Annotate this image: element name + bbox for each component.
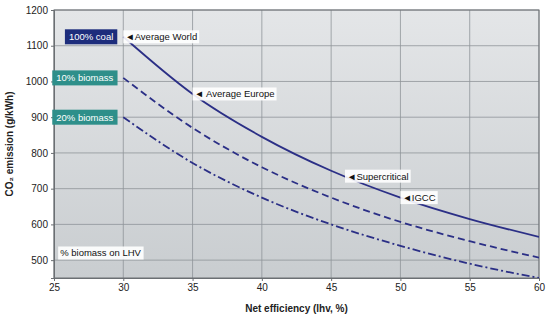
x-tick-mark (193, 278, 194, 281)
y-tick: 600 (31, 219, 54, 230)
y-tick-label: 800 (31, 148, 48, 159)
x-tick: 35 (188, 278, 200, 293)
annotation-text: ◄Supercritical (347, 171, 409, 182)
labels: 100% coal 10% biomass 20% biomass ◄Average … (52, 29, 437, 259)
x-tick: 55 (465, 278, 477, 293)
lines (123, 37, 539, 278)
chart: 25 30 35 40 45 50 55 60 500 600 700 800 900 1000 1100 1… (0, 0, 555, 320)
annotation-text: % biomass on LHV (60, 247, 141, 258)
series-line (123, 78, 539, 258)
annotation: ◄IGCC (400, 191, 437, 204)
y-tick: 900 (31, 112, 54, 123)
x-tick-mark (400, 278, 401, 281)
y-tick-mark (51, 153, 54, 154)
series-label: 10% biomass (52, 70, 117, 85)
series-line (123, 37, 539, 237)
x-tick: 30 (118, 278, 130, 293)
plot: 25 30 35 40 45 50 55 60 500 600 700 800 900 1000 1100 1… (26, 5, 546, 293)
series-label: 100% coal (65, 29, 117, 44)
grid-line (54, 152, 539, 153)
x-tick-label: 60 (534, 282, 546, 293)
x-tick-mark (539, 278, 540, 281)
annotation-text: ◄IGCC (402, 192, 435, 203)
y-tick: 500 (31, 255, 54, 266)
annotation-patch (123, 30, 199, 43)
plot-frame (54, 10, 539, 278)
x-tick: 40 (257, 278, 269, 293)
y-axis-title: CO₂ emission (g/kWh) (4, 91, 15, 196)
x-tick-mark (262, 278, 263, 281)
grid-line (54, 117, 539, 118)
annotation-patch (58, 246, 143, 259)
y-tick-label: 1100 (26, 40, 48, 51)
y-tick-label: 1200 (26, 5, 49, 16)
y-tick-mark (51, 46, 54, 47)
y-axis: 500 600 700 800 900 1000 1100 1200 (26, 5, 55, 279)
series-label: 20% biomass (52, 110, 117, 125)
y-tick-label: 600 (31, 219, 48, 230)
grid-line (123, 10, 124, 278)
y-tick-mark (51, 10, 54, 11)
x-axis: 25 30 35 40 45 50 55 60 (49, 278, 546, 293)
grid (54, 10, 539, 278)
x-tick: 25 (49, 278, 61, 293)
annotation: ◄Supercritical (345, 170, 411, 183)
y-tick: 1100 (26, 40, 54, 51)
x-tick: 45 (326, 278, 338, 293)
x-tick-label: 55 (465, 282, 477, 293)
annotation: % biomass on LHV (58, 246, 143, 259)
y-tick-label: 900 (31, 112, 48, 123)
x-tick-mark (470, 278, 471, 281)
grid-line (469, 10, 470, 278)
x-tick-label: 40 (257, 282, 269, 293)
y-tick: 1200 (26, 5, 54, 16)
annotation-patch (400, 191, 437, 204)
series-label-box (52, 70, 117, 85)
annotation-text: ◄ Average Europe (195, 88, 275, 99)
y-tick-label: 500 (31, 255, 48, 266)
plot-background (54, 10, 539, 278)
x-tick-label: 35 (188, 282, 200, 293)
grid-line (54, 188, 539, 189)
annotation-patch (193, 87, 277, 100)
annotation-text: ◄Average World (125, 31, 197, 42)
x-tick-mark (123, 278, 124, 281)
x-tick-label: 50 (395, 282, 407, 293)
series-label-box (52, 110, 117, 125)
series-label-box (65, 29, 117, 44)
x-tick-mark (331, 278, 332, 281)
y-axis-line (51, 11, 55, 279)
y-tick-label: 1000 (26, 76, 49, 87)
grid-line (261, 10, 262, 278)
x-axis-title: Net efficiency (lhv, %) (245, 303, 348, 314)
annotation: ◄ Average Europe (193, 87, 277, 100)
x-axis-line (55, 279, 540, 282)
grid-line (331, 10, 332, 278)
x-tick-label: 30 (118, 282, 130, 293)
y-tick: 800 (31, 148, 54, 159)
y-tick-label: 700 (31, 183, 48, 194)
x-tick-label: 45 (326, 282, 338, 293)
grid-line (54, 260, 539, 261)
y-tick: 700 (31, 183, 54, 194)
annotation: ◄Average World (123, 30, 199, 43)
y-tick-mark (51, 260, 54, 261)
series-label-text: 20% biomass (56, 112, 113, 123)
annotation-patch (345, 170, 411, 183)
x-tick: 50 (395, 278, 407, 293)
y-tick: 1000 (26, 76, 54, 87)
series-label-text: 10% biomass (56, 72, 113, 83)
series-line (123, 117, 539, 278)
grid-line (54, 45, 539, 46)
grid-line (192, 10, 193, 278)
x-tick: 60 (534, 278, 546, 293)
y-tick-mark (51, 189, 54, 190)
series-label-text: 100% coal (69, 31, 113, 42)
x-tick-label: 25 (49, 282, 61, 293)
y-tick-mark (51, 224, 54, 225)
grid-line (400, 10, 401, 278)
grid-line (54, 224, 539, 225)
